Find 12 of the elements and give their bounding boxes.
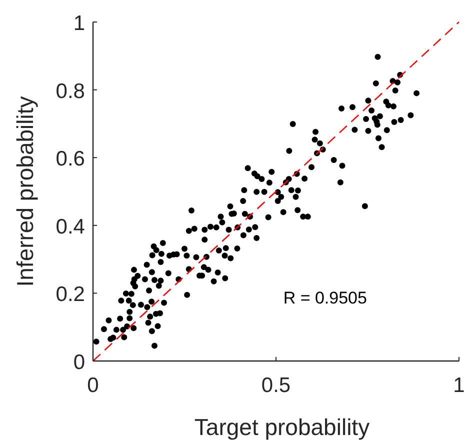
- y-tick-label: 0.6: [56, 148, 85, 171]
- y-tick-label: 0.8: [56, 80, 85, 103]
- y-tick-label: 0.2: [56, 283, 85, 306]
- annotation: R = 0.9505: [283, 288, 367, 308]
- x-tick-label: 0.5: [261, 374, 291, 397]
- y-axis-title: Inferred probability: [12, 96, 38, 287]
- x-axis-title: Target probability: [194, 414, 370, 440]
- y-tick-label: 1: [73, 12, 85, 35]
- x-tick-label: 1: [453, 374, 465, 397]
- y-tick-label: 0.4: [56, 215, 86, 238]
- y-tick-label: 0: [73, 351, 85, 374]
- x-tick-label: 0: [87, 374, 99, 397]
